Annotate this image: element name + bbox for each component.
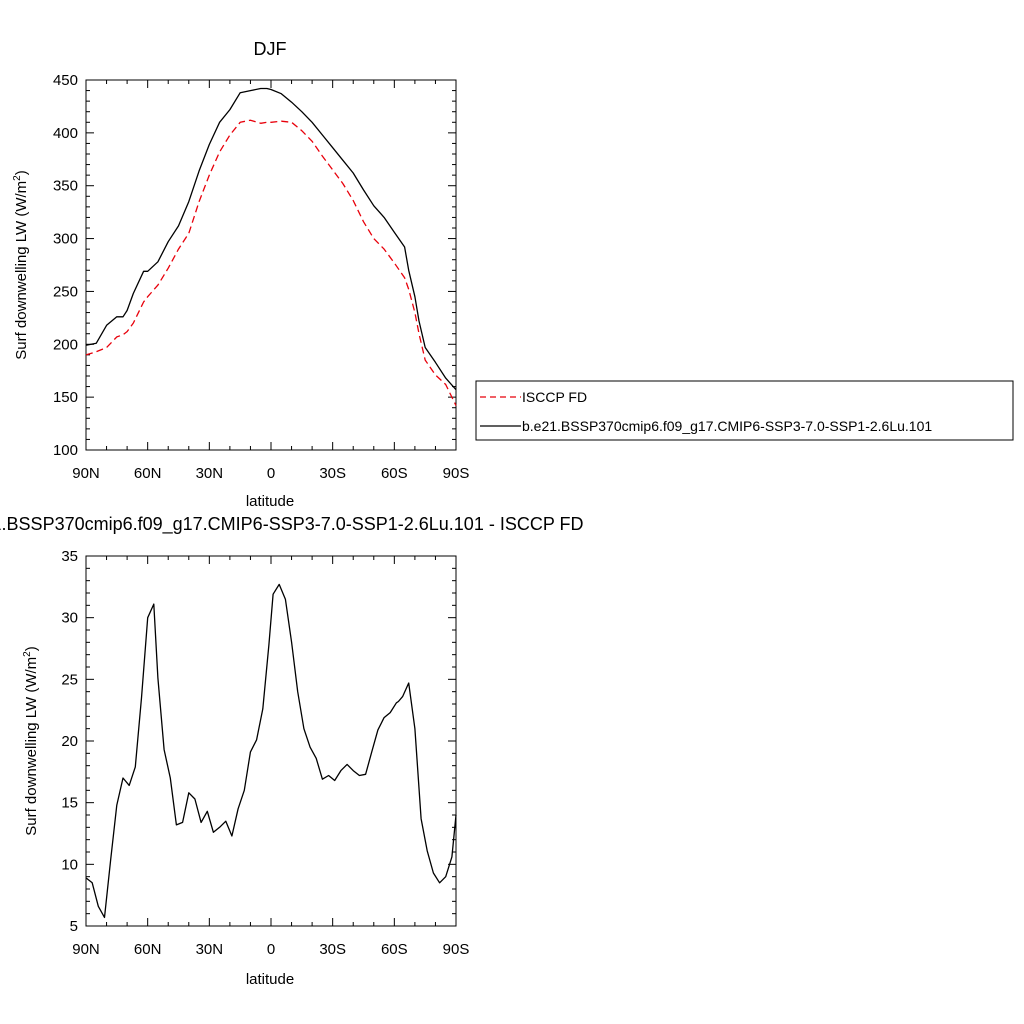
y-tick-label: 150 <box>53 389 78 406</box>
x-tick-label: 30S <box>319 465 346 482</box>
y-tick-label: 400 <box>53 125 78 142</box>
y-tick-label: 10 <box>61 856 78 873</box>
legend-box <box>475 380 1014 441</box>
x-tick-label: 30N <box>196 941 224 958</box>
panel-top-lines <box>85 87 457 406</box>
y-tick-label: 25 <box>61 671 78 688</box>
y-tick-label: 30 <box>61 610 78 627</box>
legend-label-model: b.e21.BSSP370cmip6.f09_g17.CMIP6-SSP3-7.… <box>522 418 932 434</box>
x-tick-label: 30S <box>319 941 346 958</box>
y-tick-label: 35 <box>61 548 78 565</box>
y-tick-label: 300 <box>53 231 78 248</box>
x-tick-label: 90N <box>72 465 100 482</box>
y-tick-label: 250 <box>53 283 78 300</box>
panel-top-y-axis-label: Surf downwelling LW (W/m2) <box>12 170 30 360</box>
series-line-1 <box>85 119 457 406</box>
y-tick-label: 100 <box>53 442 78 459</box>
panel-bottom-x-axis-label: latitude <box>246 971 294 988</box>
x-tick-label: 90S <box>443 465 470 482</box>
legend: ISCCP FD b.e21.BSSP370cmip6.f09_g17.CMIP… <box>475 380 1014 441</box>
x-tick-label: 90N <box>72 941 100 958</box>
panel-top-plot-frame <box>85 79 457 451</box>
panel-top: DJF 90N 60N 30N 0 30S 60S 90S 100 150 200 250 300 35… <box>12 39 469 510</box>
y-tick-label: 15 <box>61 795 78 812</box>
panel-bottom-lines <box>85 583 457 919</box>
panel-top-title: DJF <box>254 39 287 59</box>
series-line-1 <box>85 583 457 919</box>
panel-bottom-plot-frame <box>85 555 457 927</box>
legend-label-isccp: ISCCP FD <box>522 389 587 405</box>
y-tick-label: 5 <box>70 918 78 935</box>
y-tick-label: 20 <box>61 733 78 750</box>
y-tick-label: 350 <box>53 178 78 195</box>
panel-bottom: b.e21.BSSP370cmip6.f09_g17.CMIP6-SSP3-7.… <box>0 514 584 988</box>
x-tick-label: 0 <box>267 465 275 482</box>
x-tick-label: 60N <box>134 465 162 482</box>
y-tick-label: 450 <box>53 72 78 89</box>
x-tick-label: 60N <box>134 941 162 958</box>
x-tick-label: 60S <box>381 941 408 958</box>
series-line-2 <box>85 87 457 391</box>
panel-bottom-title: b.e21.BSSP370cmip6.f09_g17.CMIP6-SSP3-7.… <box>0 514 584 535</box>
x-tick-label: 30N <box>196 465 224 482</box>
panel-bottom-y-axis-label: Surf downwelling LW (W/m2) <box>22 646 40 836</box>
panel-bottom-ticks: 90N 60N 30N 0 30S 60S 90S 5 10 15 20 25 30 35 <box>61 548 469 958</box>
y-tick-label: 200 <box>53 336 78 353</box>
panel-top-ticks: 90N 60N 30N 0 30S 60S 90S 100 150 200 250 300 350 400… <box>53 72 469 482</box>
x-tick-label: 0 <box>267 941 275 958</box>
x-tick-label: 90S <box>443 941 470 958</box>
x-tick-label: 60S <box>381 465 408 482</box>
panel-top-x-axis-label: latitude <box>246 493 294 510</box>
